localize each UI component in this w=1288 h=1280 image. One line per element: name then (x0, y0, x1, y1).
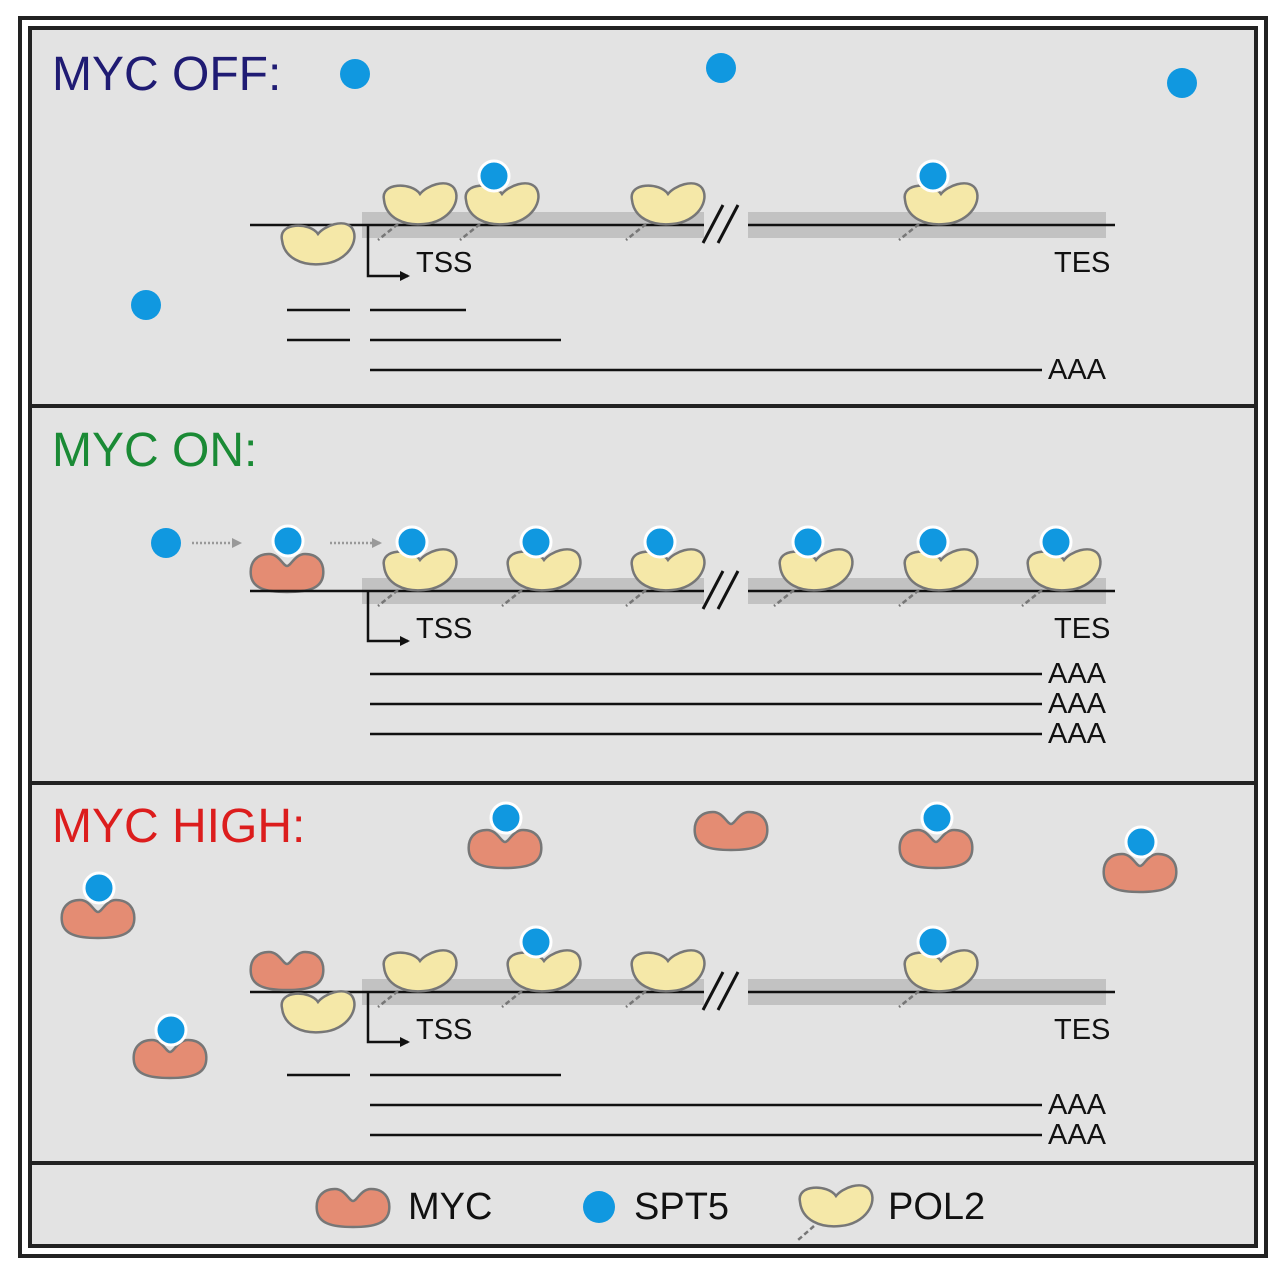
gene-break-mark (701, 204, 748, 244)
panel-title-myc-high: MYC HIGH: (52, 800, 305, 853)
polya-label: AAA (1048, 354, 1107, 386)
spt5-icon (916, 525, 950, 559)
spt5-icon (131, 290, 161, 320)
spt5-icon (920, 801, 954, 835)
legend: MYC SPT5 POL2 (315, 1184, 985, 1241)
tes-label: TES (1054, 613, 1110, 645)
panel-title-myc-on: MYC ON: (52, 424, 257, 477)
polya-label: AAA (1048, 718, 1107, 750)
pol2-icon (501, 548, 582, 607)
pol2-icon (898, 949, 979, 1008)
spt5-icon (791, 525, 825, 559)
spt5-icon (1124, 825, 1158, 859)
panel-myc-on: MYC ON: TSS TES (52, 424, 1115, 750)
pol2-icon (459, 182, 540, 241)
polya-label: AAA (1048, 658, 1107, 690)
pol2-icon (377, 548, 458, 607)
spt5-icon (82, 871, 116, 905)
panel-myc-off: MYC OFF: TSS TES (52, 48, 1197, 386)
panel-title-myc-off: MYC OFF: (52, 48, 281, 101)
pol2-icon (377, 182, 458, 241)
spt5-icon (519, 525, 553, 559)
pol2-icon (625, 548, 706, 607)
polya-label: AAA (1048, 1089, 1107, 1121)
tss-label: TSS (416, 247, 472, 279)
spt5-icon (1039, 525, 1073, 559)
spt5-icon (643, 525, 677, 559)
spt5-icon (1167, 68, 1197, 98)
gene-break-mark (701, 971, 748, 1011)
legend-label-spt5: SPT5 (634, 1186, 729, 1228)
spt5-icon (395, 525, 429, 559)
spt5-icon (916, 159, 950, 193)
pol2-icon (898, 182, 979, 241)
spt5-icon (519, 925, 553, 959)
legend-label-pol2: POL2 (888, 1186, 985, 1228)
pol2-icon (377, 949, 458, 1008)
pol2-icon (501, 949, 582, 1008)
tss-label: TSS (416, 613, 472, 645)
tss-label: TSS (416, 1014, 472, 1046)
spt5-icon (583, 1191, 615, 1223)
polya-label: AAA (1048, 688, 1107, 720)
spt5-icon (706, 53, 736, 83)
tss-arrow (366, 592, 410, 646)
spt5-icon (489, 801, 523, 835)
pol2-icon (625, 949, 706, 1008)
tss-arrow (366, 993, 410, 1047)
spt5-icon (916, 925, 950, 959)
pol2-icon (898, 548, 979, 607)
pol2-icon (797, 1184, 874, 1241)
spt5-icon (154, 1013, 188, 1047)
tes-label: TES (1054, 247, 1110, 279)
tes-label: TES (1054, 1014, 1110, 1046)
polya-label: AAA (1048, 1119, 1107, 1151)
spt5-icon (271, 524, 305, 558)
tss-arrow (366, 226, 410, 281)
spt5-icon (340, 59, 370, 89)
spt5-icon (477, 159, 511, 193)
gene-break-mark (701, 570, 748, 610)
pol2-icon (1021, 548, 1102, 607)
panel-myc-high: MYC HIGH: T (52, 800, 1178, 1151)
legend-label-myc: MYC (408, 1186, 492, 1228)
pol2-icon (773, 548, 854, 607)
pol2-icon (625, 182, 706, 241)
spt5-icon (151, 528, 181, 558)
